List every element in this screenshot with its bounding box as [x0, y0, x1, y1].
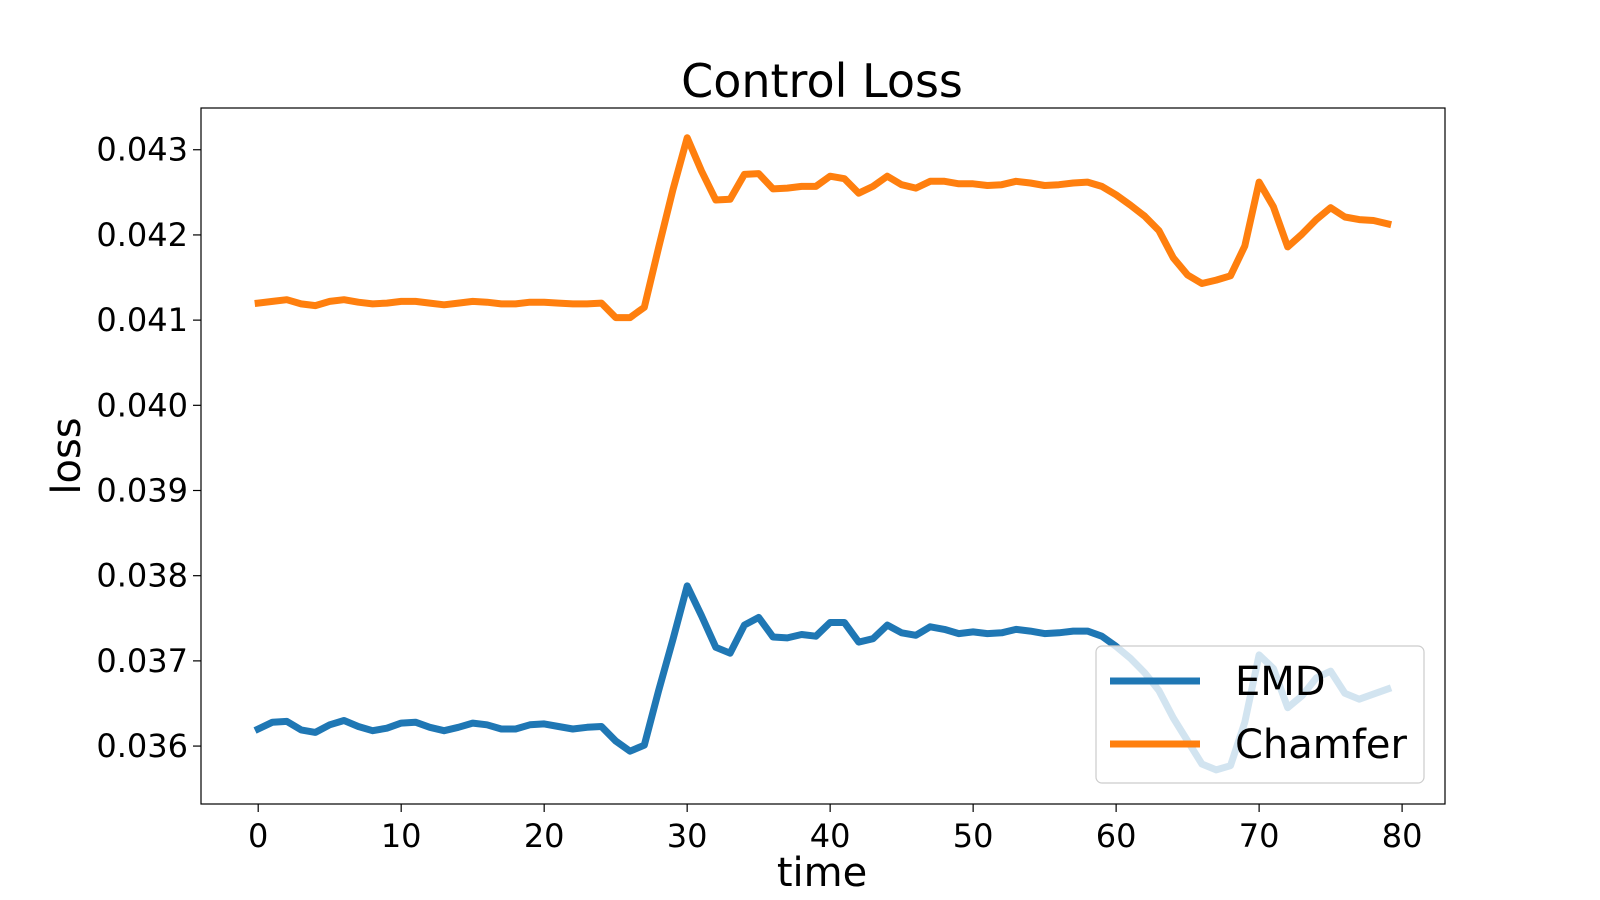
x-tick-label: 80: [1382, 817, 1423, 855]
legend-label-chamfer: Chamfer: [1235, 722, 1407, 768]
x-tick-label: 20: [524, 817, 565, 855]
x-tick-label: 50: [953, 817, 994, 855]
legend: EMD Chamfer: [1095, 645, 1425, 784]
axes-frame: [200, 107, 1446, 805]
y-tick-label: 0.037: [96, 642, 188, 680]
y-axis: 0.036 0.037 0.038 0.039 0.040 0.041 0.042 0.043: [96, 131, 201, 765]
y-tick-label: 0.041: [96, 301, 188, 339]
y-tick-label: 0.042: [96, 216, 188, 254]
x-axis: 0 10 20 30 40 50 60 70 80: [248, 804, 1422, 855]
chart-title: Control Loss: [681, 54, 963, 108]
y-tick-label: 0.036: [96, 727, 188, 765]
x-tick-label: 60: [1096, 817, 1137, 855]
legend-label-emd: EMD: [1235, 659, 1326, 705]
x-axis-label: time: [777, 850, 867, 896]
x-tick-label: 0: [248, 817, 268, 855]
series-line-chamfer: [254, 134, 1393, 322]
legend-items: EMD Chamfer: [1110, 659, 1407, 768]
y-tick-label: 0.038: [96, 557, 188, 595]
y-tick-label: 0.043: [96, 131, 188, 169]
y-tick-label: 0.040: [96, 386, 188, 424]
x-tick-label: 70: [1239, 817, 1280, 855]
x-tick-label: 40: [810, 817, 851, 855]
x-tick-label: 10: [381, 817, 422, 855]
x-tick-label: 30: [667, 817, 708, 855]
y-axis-label: loss: [44, 417, 90, 494]
y-tick-label: 0.039: [96, 472, 188, 510]
